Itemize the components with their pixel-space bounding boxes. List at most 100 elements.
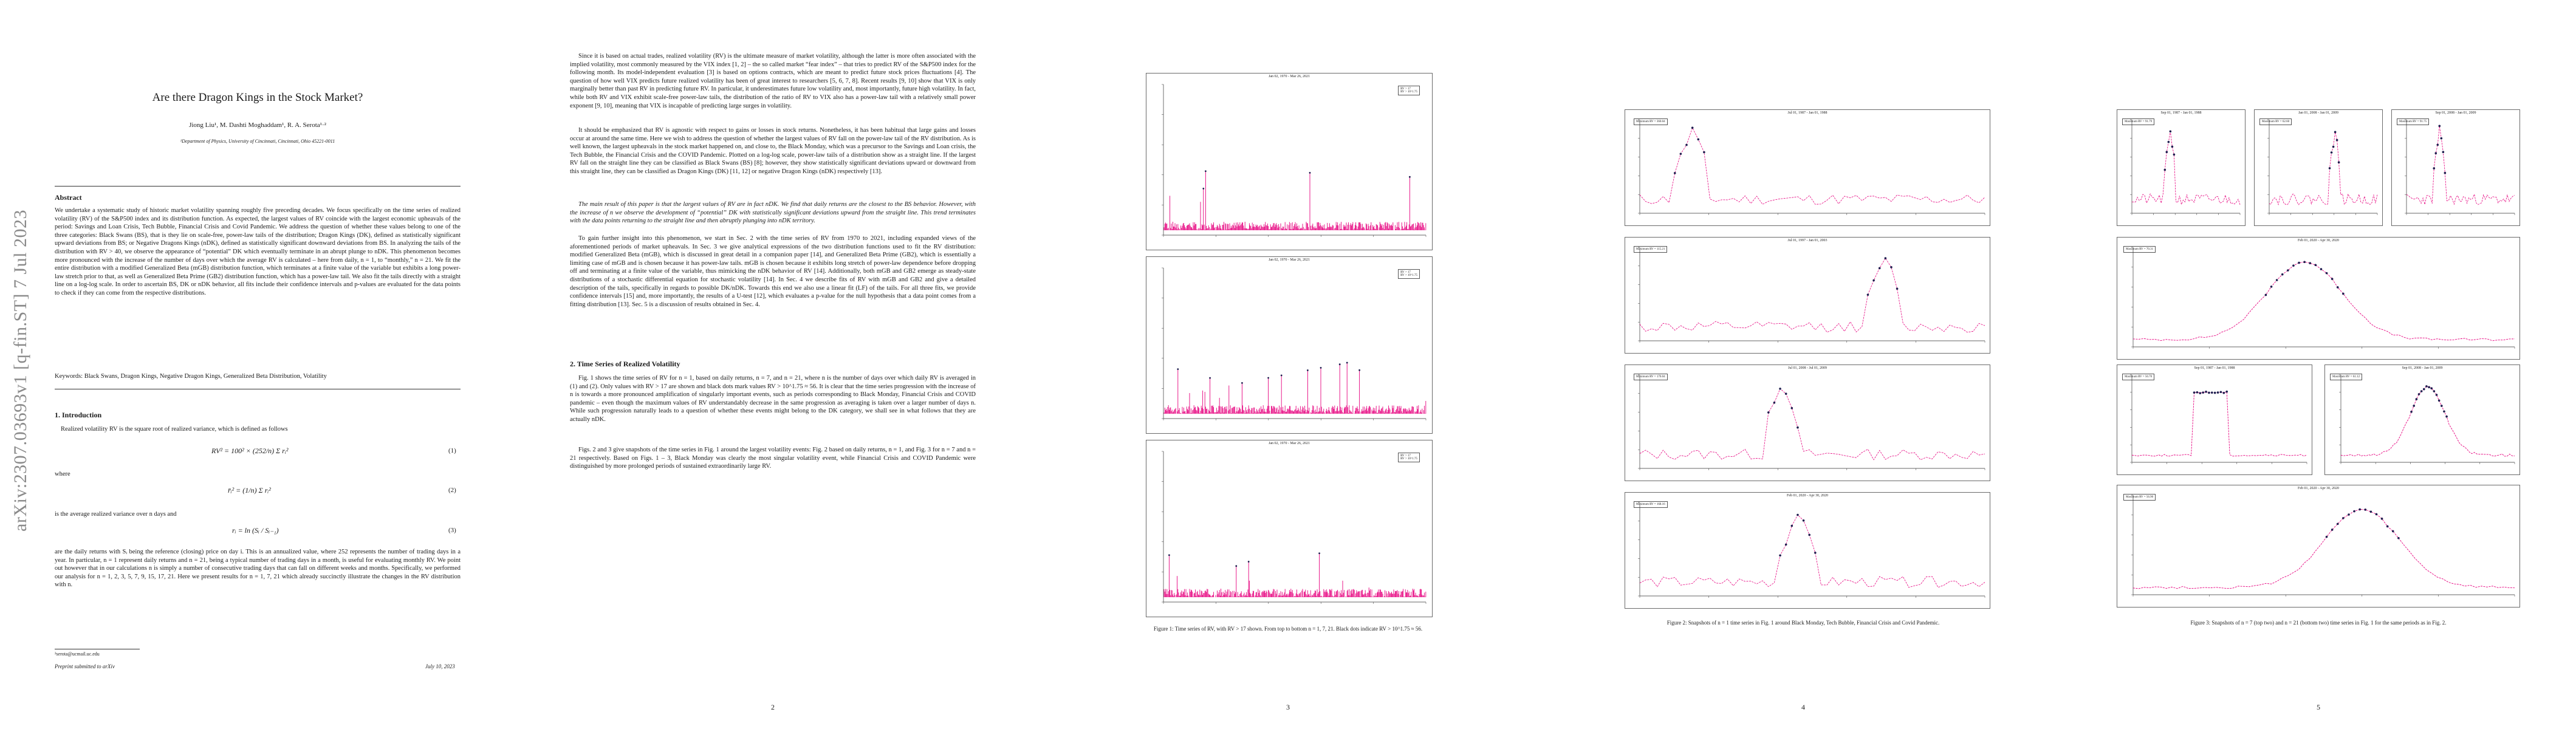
high-rv-point — [2287, 269, 2289, 272]
high-rv-point — [1205, 170, 1207, 173]
high-rv-point — [2202, 391, 2204, 394]
high-rv-point — [1235, 565, 1238, 567]
preprint-note: Preprint submitted to arXiv — [55, 663, 115, 669]
high-rv-point — [2169, 130, 2172, 133]
high-rv-point — [1177, 368, 1179, 371]
panel-title: Jul 01, 1997 - Jan 01, 2003 — [1787, 239, 1828, 242]
panel-legend: Maximum RV = 115.21 — [1634, 246, 1668, 253]
section-heading-introduction: 1. Introduction — [55, 411, 102, 419]
equation-number: (1) — [448, 447, 456, 454]
paper-title: Are there Dragon Kings in the Stock Mark… — [152, 91, 363, 104]
high-rv-point — [2445, 415, 2448, 418]
high-rv-point — [2208, 391, 2210, 394]
high-rv-point — [1409, 176, 1411, 178]
page-2: Since it is based on actual trades, real… — [515, 0, 1030, 729]
high-rv-point — [2440, 137, 2443, 140]
panel-title: Jul 01, 1987 - Jan 01, 1988 — [1787, 111, 1828, 115]
high-rv-point — [1309, 171, 1311, 174]
high-rv-point — [1697, 138, 1700, 141]
figure-1-panel-n1: Jan 02, 1970 - Mar 26, 2021 RV > 17 RV > … — [1146, 73, 1433, 250]
legend-entry: RV > 17 — [1400, 271, 1411, 274]
high-rv-point — [2417, 393, 2420, 395]
high-rv-point — [2225, 390, 2228, 393]
snapshot-plot — [2130, 119, 2241, 215]
high-rv-point — [2216, 391, 2219, 394]
high-rv-point — [1814, 552, 1817, 554]
high-rv-point — [2397, 536, 2400, 539]
affiliation: ¹Department of Physics, University of Ci… — [180, 139, 335, 144]
high-rv-point — [1890, 266, 1893, 269]
snapshot-plot — [2131, 495, 2515, 597]
panel-title: Sep 01, 1987 - Jan 01, 1988 — [2194, 366, 2235, 370]
figure-3-panel-covid-n7: Feb 01, 2020 - Apr 30, 2020 Maximum RV =… — [2117, 237, 2520, 360]
figure-3-panel-top-2: Jan 01, 2008 - Jan 01, 2009 Maximum RV =… — [2254, 109, 2383, 226]
equation-number: (3) — [448, 527, 456, 534]
rv-line — [1639, 514, 1985, 588]
panel-legend: Maximum RV = 61.12 — [2330, 374, 2363, 380]
body-paragraph: Figs. 2 and 3 give snapshots of the time… — [570, 447, 976, 470]
rv-line — [2131, 391, 2307, 457]
snapshot-plot — [1638, 502, 1985, 598]
high-rv-point — [1773, 401, 1776, 404]
keywords: Keywords: Black Swans, Dragon Kings, Neg… — [55, 373, 327, 380]
high-rv-point — [1802, 519, 1805, 522]
high-rv-point — [2443, 410, 2445, 413]
figure-3-panel-top-3: Sep 01, 2008 - Jan 01, 2009 Maximum RV =… — [2391, 109, 2520, 226]
snapshot-plot — [1638, 119, 1985, 215]
panel-title: Feb 01, 2020 - Apr 30, 2020 — [1787, 494, 1828, 498]
high-rv-point — [2336, 522, 2339, 525]
high-rv-point — [2420, 390, 2423, 392]
high-rv-point — [2337, 161, 2340, 164]
high-rv-point — [2332, 145, 2335, 148]
high-rv-point — [2413, 405, 2416, 407]
high-rv-point — [1703, 151, 1705, 154]
panel-legend: Maximum RV = 170.04 — [1634, 374, 1668, 380]
figure-3-panel-covid-n21: Feb 01, 2020 - Apr 30, 2020 Maximum RV =… — [2117, 485, 2520, 608]
equation-2: r̄ᵢ² = (1/n) Σ rᵢ² — [228, 486, 271, 495]
intro-paragraph: are the daily returns with Sᵢ being the … — [55, 549, 461, 589]
high-rv-point — [1884, 257, 1887, 259]
high-rv-point — [1247, 561, 1250, 563]
high-rv-point — [1168, 554, 1170, 556]
legend-entry: RV > 17 — [1400, 87, 1411, 91]
high-rv-point — [2213, 391, 2216, 394]
snapshot-plot — [1638, 374, 1985, 470]
panel-title: Sep 01, 2008 - Jan 01, 2009 — [2435, 111, 2476, 115]
panel-title: Sep 01, 2008 - Jan 01, 2009 — [2402, 366, 2443, 370]
high-rv-point — [2442, 151, 2445, 154]
high-rv-point — [2165, 151, 2168, 154]
author-list: Jiong Liu¹, M. Dashti Moghaddam¹, R. A. … — [189, 122, 326, 129]
legend-entry: RV > 10^1.75 — [1400, 274, 1417, 277]
high-rv-point — [2325, 535, 2328, 538]
high-rv-point — [2334, 131, 2337, 134]
submission-date: July 10, 2023 — [425, 663, 455, 669]
high-rv-point — [1797, 426, 1799, 429]
high-rv-point — [1318, 552, 1320, 555]
figure-1-panel-n21: Jan 02, 1970 - Mar 26, 2021 RV > 17 RV > … — [1146, 440, 1433, 617]
panel-title: Jan 02, 1970 - Mar 26, 2021 — [1269, 258, 1310, 262]
body-paragraph: To gain further insight into this phenom… — [570, 235, 976, 308]
snapshot-plot — [1638, 247, 1985, 343]
figure-3-panel-pair-2: Sep 01, 2008 - Jan 01, 2009 Maximum RV =… — [2324, 364, 2520, 475]
high-rv-point — [2196, 391, 2199, 394]
snapshot-plot — [2267, 119, 2378, 215]
equation-1: RV² = 100² × (252/n) Σ rᵢ² — [211, 447, 289, 455]
high-rv-point — [2193, 391, 2196, 394]
high-rv-point — [1808, 533, 1810, 536]
high-rv-point — [2434, 152, 2437, 154]
rv-line — [1639, 127, 1985, 205]
figure-1-caption: Figure 1: Time series of RV, with RV > 1… — [1153, 626, 1423, 632]
legend-entry: RV > 10^1.75 — [1400, 91, 1417, 94]
high-rv-point — [2275, 279, 2278, 281]
legend-entry: RV > 17 — [1400, 454, 1411, 457]
high-rv-point — [2314, 264, 2317, 267]
panel-title: Jan 01, 2008 - Jan 01, 2009 — [2298, 111, 2338, 115]
snapshot-plot — [2405, 119, 2515, 215]
panel-legend: Maximum RV = 56.70 — [2122, 374, 2155, 380]
figure-3-panel-top-1: Sep 01, 1987 - Jan 01, 1988 Maximum RV =… — [2117, 109, 2245, 226]
where-label: where — [55, 471, 70, 477]
high-rv-point — [2335, 139, 2338, 142]
high-rv-point — [2425, 385, 2428, 388]
panel-legend: RV > 17 RV > 10^1.75 — [1398, 453, 1420, 462]
arxiv-sidebar: arXiv:2307.03693v1 [q-fin.ST] 7 Jul 2023 — [9, 200, 33, 541]
